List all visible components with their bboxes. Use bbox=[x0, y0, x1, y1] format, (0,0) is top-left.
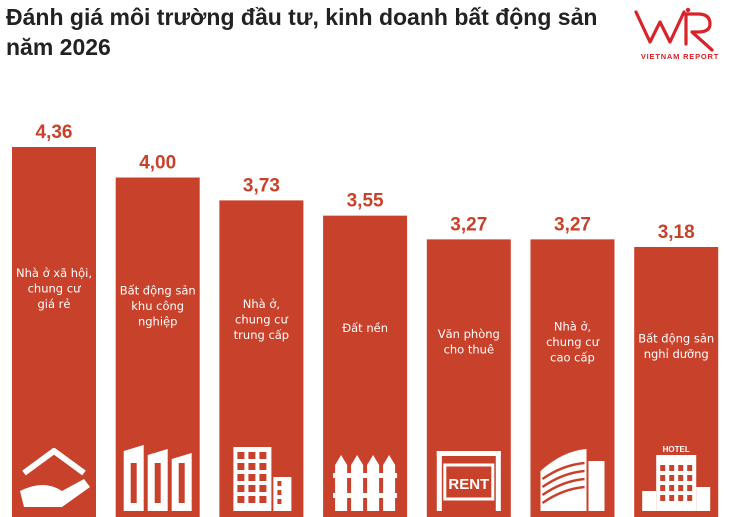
bar-group: 3,27 Văn phòng cho thuê RENT bbox=[426, 214, 511, 517]
apartment-building-icon bbox=[233, 447, 292, 511]
category-label: Nhà ở xã hội, bbox=[16, 266, 92, 280]
category-label: khu công bbox=[131, 299, 184, 313]
data-label: 4,36 bbox=[36, 122, 73, 143]
curved-tower-icon bbox=[540, 449, 605, 511]
chart-title-line-2: năm 2026 bbox=[6, 34, 111, 60]
category-label: Nhà ở, bbox=[243, 297, 280, 311]
category-label: Nhà ở, bbox=[554, 319, 591, 333]
category-label: Bất động sản bbox=[120, 284, 196, 298]
bar-group: 4,36 Nhà ở xã hội,chung cư giá rẻ bbox=[12, 122, 96, 517]
vietnam-report-logo: VIETNAM REPORT bbox=[634, 7, 719, 61]
house-hand-icon bbox=[20, 448, 90, 507]
industrial-buildings-icon bbox=[123, 445, 192, 511]
fence-land-icon bbox=[333, 455, 398, 511]
rent-sign-text: RENT bbox=[448, 476, 489, 493]
chart-title: Đánh giá môi trường đầu tư, kinh doanh b… bbox=[6, 2, 616, 62]
category-label: chung cư bbox=[235, 312, 288, 326]
category-label: nghỉ dưỡng bbox=[644, 347, 709, 361]
bar-group: 3,55 Đất nền bbox=[323, 191, 408, 517]
rent-sign-icon: RENT bbox=[436, 451, 501, 511]
category-label: cao cấp bbox=[550, 350, 595, 364]
data-label: 3,27 bbox=[450, 214, 487, 235]
data-label: 3,73 bbox=[243, 175, 280, 196]
data-label: 3,27 bbox=[554, 214, 591, 235]
bar bbox=[12, 147, 96, 517]
hotel-building-icon: HOTEL bbox=[642, 445, 711, 511]
category-label: giá rẻ bbox=[37, 297, 70, 311]
hotel-sign-text: HOTEL bbox=[663, 445, 690, 454]
data-label: 3,18 bbox=[658, 222, 695, 243]
bar-group: 3,73 Nhà ở,chung cư trung cấp bbox=[219, 175, 304, 517]
logo-tagline: VIETNAM REPORT bbox=[641, 52, 719, 61]
chart-title-line-1: Đánh giá môi trường đầu tư, kinh doanh b… bbox=[6, 4, 598, 30]
category-label: chung cư bbox=[546, 335, 599, 349]
category-label: chung cư bbox=[28, 281, 81, 295]
data-label: 3,55 bbox=[347, 191, 384, 212]
category-label: nghiệp bbox=[138, 315, 177, 329]
data-label: 4,00 bbox=[139, 153, 176, 174]
category-label: Đất nền bbox=[342, 321, 388, 335]
category-label: cho thuê bbox=[444, 343, 494, 357]
category-label: Bất động sản bbox=[638, 332, 714, 346]
category-label: trung cấp bbox=[234, 328, 289, 342]
category-label: Văn phòng bbox=[438, 327, 500, 341]
